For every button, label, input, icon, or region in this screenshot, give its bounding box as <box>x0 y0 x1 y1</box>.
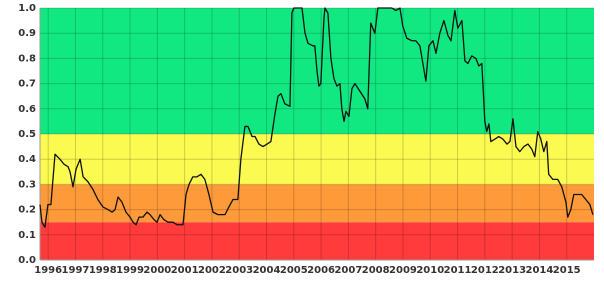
y-tick-label: 0.6 <box>18 104 36 115</box>
x-tick-label: 2003 <box>225 265 253 276</box>
band <box>40 134 594 185</box>
y-tick-label: 0.0 <box>18 255 36 266</box>
y-tick-label: 0.4 <box>18 154 36 165</box>
x-tick-label: 2014 <box>525 265 553 276</box>
x-tick-label: 2006 <box>307 265 335 276</box>
x-tick-label: 2013 <box>498 265 526 276</box>
x-tick-label: 2000 <box>143 265 171 276</box>
x-tick-label: 2007 <box>334 265 362 276</box>
x-tick-label: 2010 <box>416 265 444 276</box>
y-tick-label: 0.9 <box>18 28 36 39</box>
y-tick-label: 0.2 <box>18 205 36 216</box>
band <box>40 222 594 260</box>
x-tick-label: 1996 <box>34 265 62 276</box>
x-tick-label: 2009 <box>389 265 417 276</box>
x-tick-label: 2001 <box>171 265 199 276</box>
y-tick-label: 0.3 <box>18 179 36 190</box>
x-tick-label: 1999 <box>116 265 144 276</box>
y-tick-label: 0.7 <box>18 79 36 90</box>
data-line <box>39 7 594 228</box>
y-tick-label: 0.8 <box>18 53 36 64</box>
x-tick-label: 2015 <box>553 265 581 276</box>
y-tick-label: 0.1 <box>18 230 36 241</box>
x-tick-label: 2012 <box>471 265 499 276</box>
y-tick-label: 0.5 <box>18 129 36 140</box>
x-tick-label: 2002 <box>198 265 226 276</box>
x-tick-label: 2008 <box>362 265 390 276</box>
band <box>40 184 594 223</box>
x-tick-label: 1998 <box>89 265 117 276</box>
x-tick-label: 1997 <box>62 265 90 276</box>
y-tick-label: 1.0 <box>18 3 36 14</box>
x-tick-label: 2011 <box>444 265 472 276</box>
x-tick-label: 2005 <box>280 265 308 276</box>
x-tick-label: 2004 <box>253 265 281 276</box>
